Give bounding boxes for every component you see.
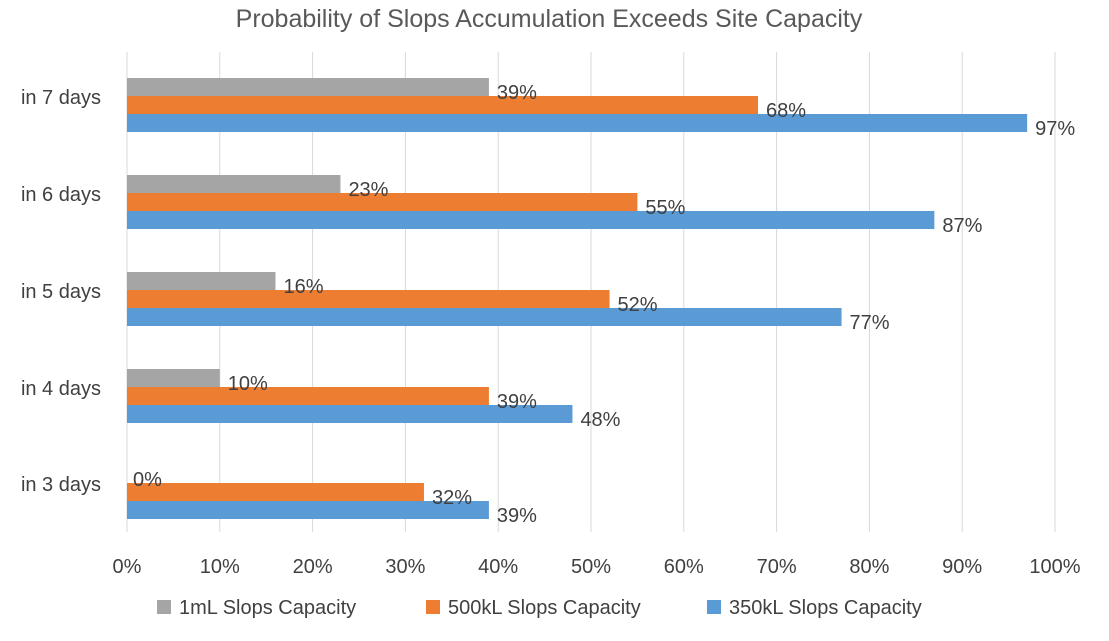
category-label: in 4 days	[21, 378, 101, 400]
data-label: 39%	[497, 82, 537, 104]
bar-500kl-slops-capacity	[127, 387, 489, 405]
legend-label: 1mL Slops Capacity	[179, 597, 356, 619]
data-label: 97%	[1035, 118, 1075, 140]
bars	[127, 78, 1028, 519]
x-tick-label: 30%	[385, 556, 425, 578]
bar-350kl-slops-capacity	[127, 211, 935, 229]
x-axis-ticks: 0% 10% 20% 30% 40% 50% 60% 70% 80% 90% 100%	[113, 556, 1081, 578]
legend: 1mL Slops Capacity 500kL Slops Capacity 35…	[157, 597, 922, 619]
y-axis-categories: in 7 days in 6 days in 5 days in 4 days in 3…	[21, 87, 101, 496]
bar-350kl-slops-capacity	[127, 114, 1028, 132]
legend-swatch	[426, 600, 440, 614]
data-label: 32%	[432, 487, 472, 509]
data-label: 48%	[580, 409, 620, 431]
bar-500kl-slops-capacity	[127, 290, 610, 308]
x-tick-label: 20%	[293, 556, 333, 578]
bar-1ml-slops-capacity	[127, 369, 220, 387]
legend-swatch	[157, 600, 171, 614]
x-tick-label: 70%	[757, 556, 797, 578]
x-tick-label: 100%	[1029, 556, 1080, 578]
data-label: 39%	[497, 391, 537, 413]
category-label: in 6 days	[21, 184, 101, 206]
bar-350kl-slops-capacity	[127, 308, 842, 326]
data-label: 16%	[283, 276, 323, 298]
data-label: 39%	[497, 505, 537, 527]
category-label: in 7 days	[21, 87, 101, 109]
bar-500kl-slops-capacity	[127, 193, 638, 211]
x-tick-label: 10%	[200, 556, 240, 578]
data-label: 23%	[348, 179, 388, 201]
data-label: 10%	[228, 373, 268, 395]
category-label: in 5 days	[21, 281, 101, 303]
data-label: 0%	[133, 469, 162, 491]
data-label: 77%	[850, 312, 890, 334]
bar-1ml-slops-capacity	[127, 175, 341, 193]
data-label: 87%	[942, 215, 982, 237]
bar-1ml-slops-capacity	[127, 78, 489, 96]
bar-500kl-slops-capacity	[127, 96, 759, 114]
x-tick-label: 40%	[478, 556, 518, 578]
bar-500kl-slops-capacity	[127, 483, 424, 501]
data-label: 52%	[618, 294, 658, 316]
x-tick-label: 50%	[571, 556, 611, 578]
data-label: 68%	[766, 100, 806, 122]
x-tick-label: 90%	[942, 556, 982, 578]
legend-swatch	[707, 600, 721, 614]
bar-350kl-slops-capacity	[127, 501, 489, 519]
x-tick-label: 0%	[113, 556, 142, 578]
legend-label: 350kL Slops Capacity	[729, 597, 922, 619]
x-tick-label: 80%	[849, 556, 889, 578]
chart-title: Probability of Slops Accumulation Exceed…	[236, 5, 863, 33]
category-label: in 3 days	[21, 474, 101, 496]
x-tick-label: 60%	[664, 556, 704, 578]
legend-label: 500kL Slops Capacity	[448, 597, 641, 619]
bar-1ml-slops-capacity	[127, 272, 276, 290]
data-labels: 39% 23% 16% 10% 0% 68% 55% 52% 39% 32% 97% 87% 77% 48…	[133, 82, 1075, 527]
data-label: 55%	[645, 197, 685, 219]
bar-350kl-slops-capacity	[127, 405, 573, 423]
